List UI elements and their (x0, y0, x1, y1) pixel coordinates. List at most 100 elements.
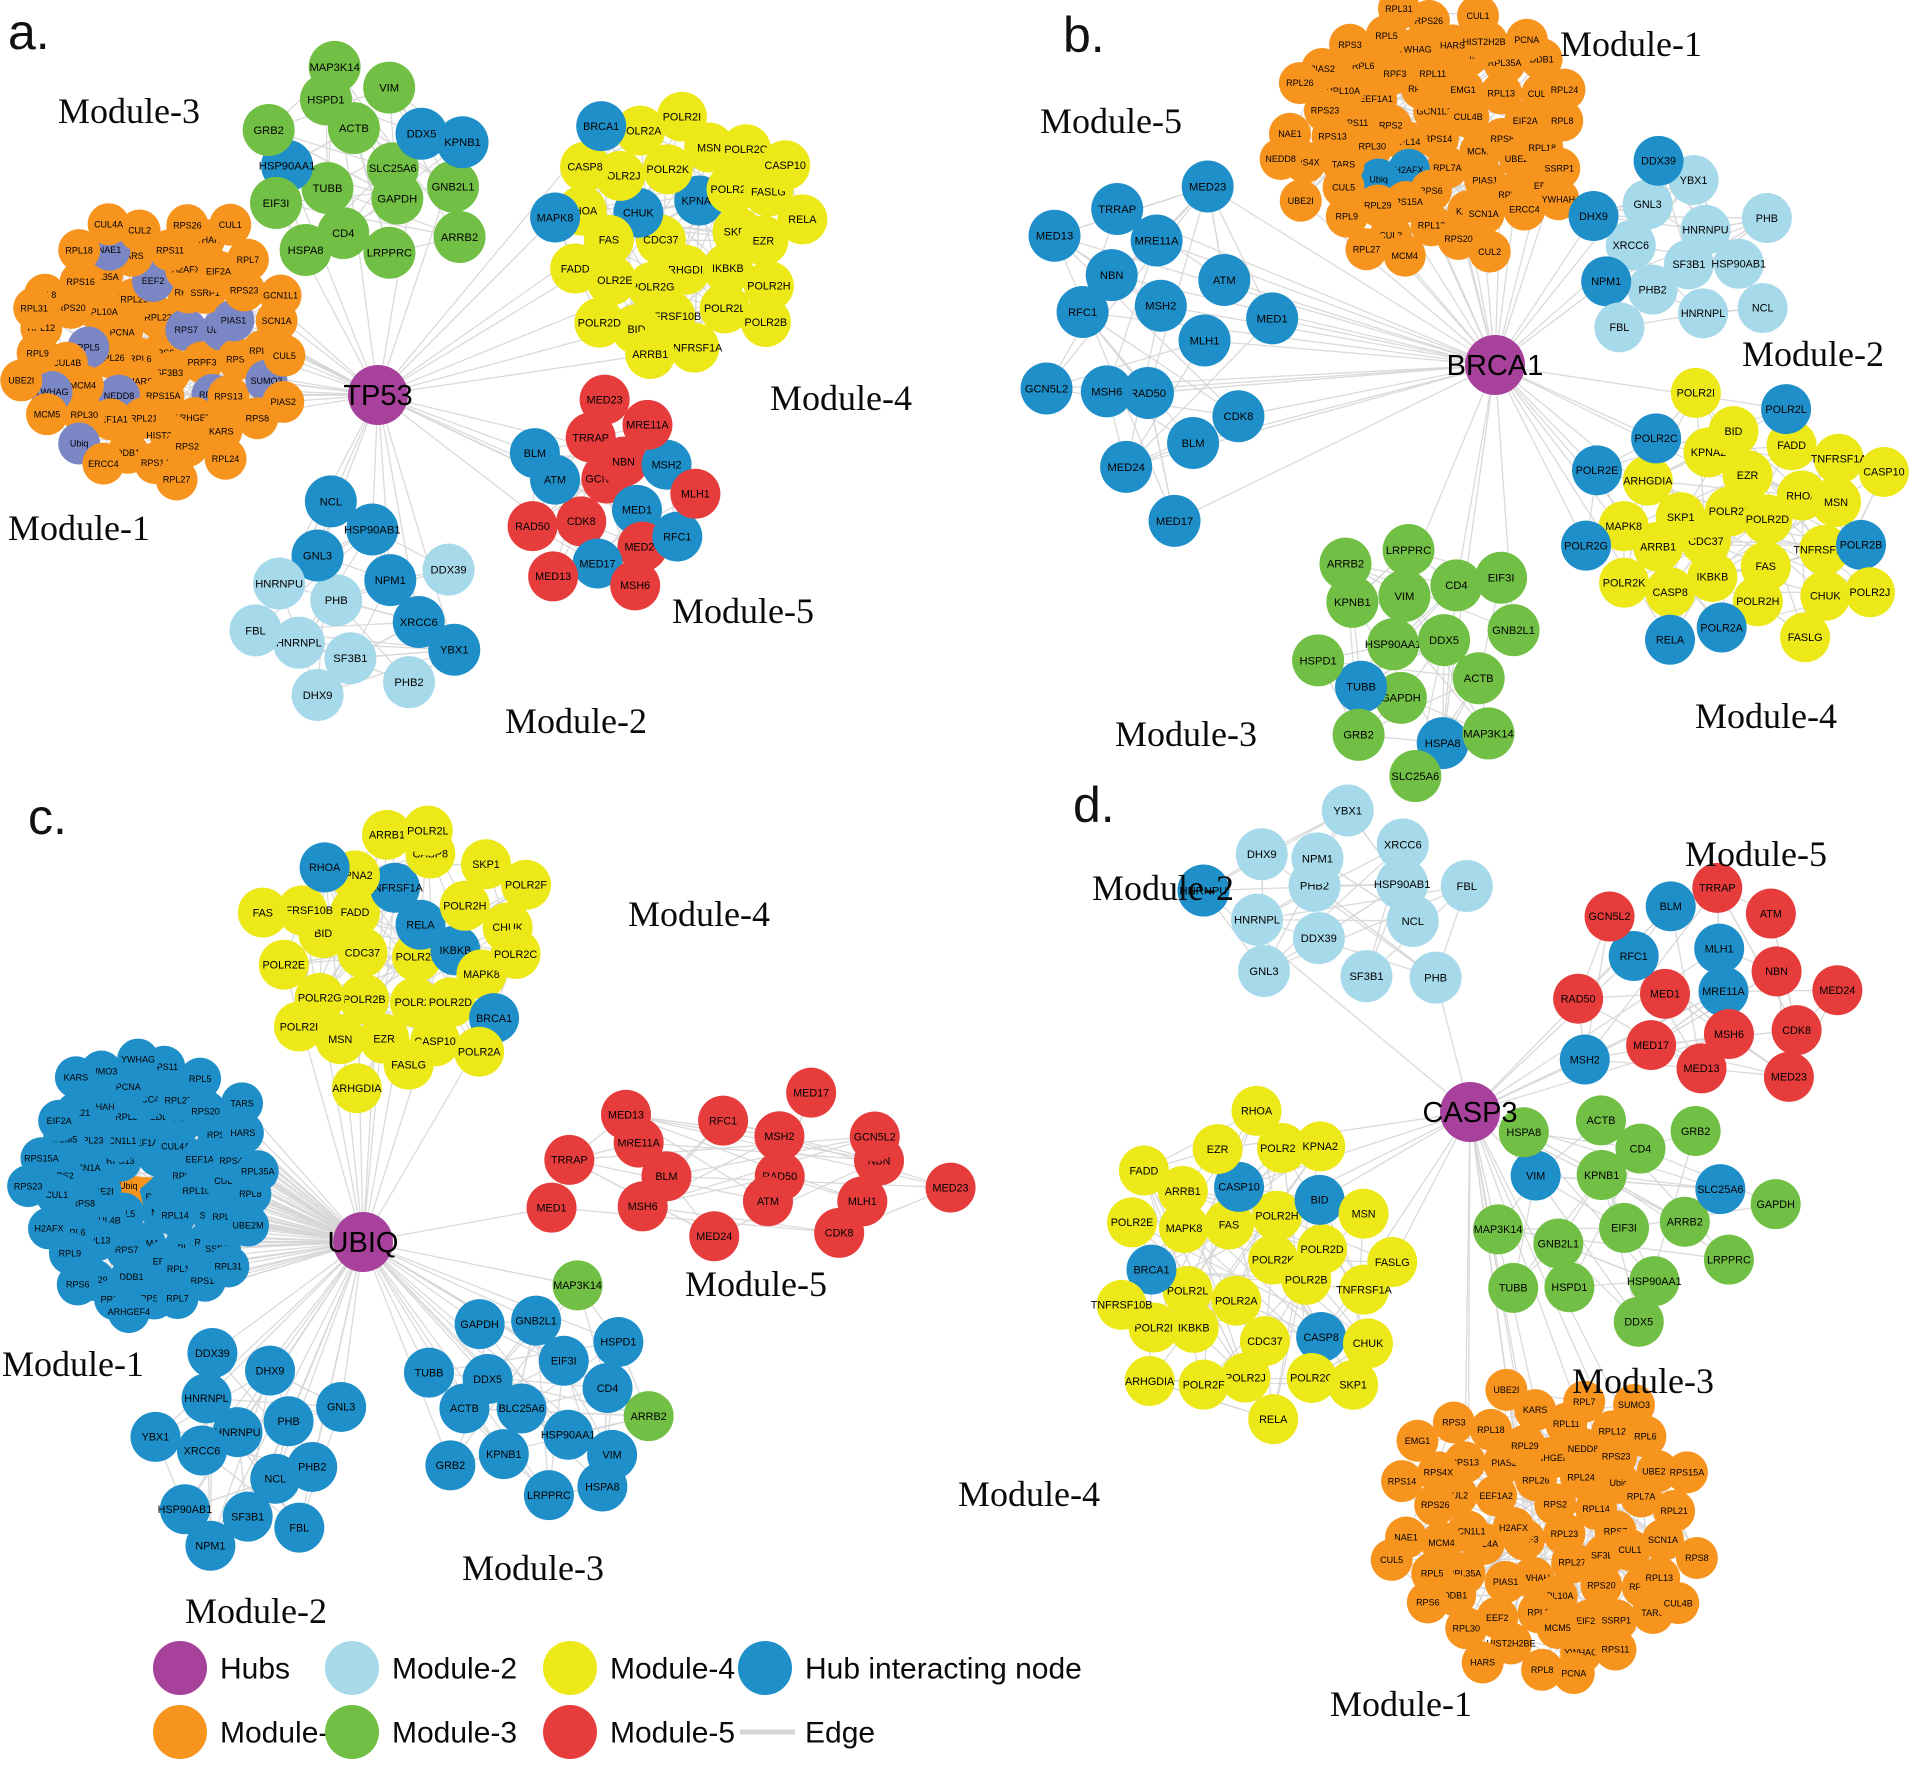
node-label: UBE2I (8, 376, 34, 386)
node-label: RPS3 (226, 354, 250, 364)
node-label: NCL (320, 496, 342, 508)
node-circle (1294, 1174, 1345, 1225)
node-msh6: MSH6 (617, 1181, 668, 1232)
node-rps6: RPS6 (56, 1263, 99, 1306)
node-label: RPS16 (66, 277, 95, 287)
node-polr2j: POLR2J (1220, 1352, 1271, 1403)
node-rpl7: RPL7 (156, 1277, 199, 1320)
hub-label: BRCA1 (1447, 350, 1544, 382)
node-label: XRCC6 (1384, 839, 1422, 851)
node-label: ARHGDIA (1125, 1376, 1175, 1388)
node-label: HSP90AB1 (158, 1504, 213, 1516)
node-ezr: EZR (738, 215, 789, 266)
node-gnb2l1: GNB2L1 (427, 160, 480, 213)
node-ywhag: YWHAG (117, 1038, 160, 1081)
node-circle (1553, 973, 1604, 1024)
node-polr2e: POLR2E (258, 939, 309, 990)
node-label: HNRNPL (184, 1393, 228, 1405)
node-label: RPS8 (1685, 1553, 1709, 1563)
node-label: SSRP1 (190, 288, 220, 298)
node-polr2e: POLR2E (1572, 445, 1623, 496)
node-circle (1572, 445, 1623, 496)
node-label: H2AFX (1499, 1523, 1528, 1533)
node-label: ATM (1213, 275, 1236, 287)
node-label: KPNA2 (1303, 1141, 1338, 1153)
node-circle (1332, 708, 1385, 761)
node-label: BRCA1 (476, 1013, 512, 1025)
node-circle (1751, 946, 1802, 997)
node-label: PHB2 (1638, 284, 1666, 296)
node-ddx39: DDX39 (1633, 135, 1684, 186)
node-circle (1080, 365, 1133, 418)
node-label: RPS4X (219, 1156, 249, 1166)
node-rps13: RPS13 (207, 375, 250, 418)
node-arrb2: ARRB2 (1319, 537, 1372, 590)
node-circle (425, 1440, 476, 1491)
node-label: RPL35A (241, 1166, 275, 1176)
node-label: RAD50 (1561, 993, 1596, 1005)
node-label: POLR2F (505, 880, 547, 892)
node-rpl7: RPL7 (226, 238, 269, 281)
node-label: Ubiq (70, 439, 89, 449)
node-cul1: CUL1 (1456, 0, 1499, 37)
node-label: TUBB (313, 183, 343, 195)
edge (713, 1159, 880, 1237)
node-circle (263, 1396, 314, 1447)
node-circle (526, 1182, 577, 1233)
node-label: TNFRSF1A (666, 342, 723, 354)
node-atm: ATM (1745, 888, 1796, 939)
node-med17: MED17 (1148, 494, 1201, 547)
node-gnl3: GNL3 (1622, 179, 1673, 230)
node-tnfrsf1a: TNFRSF1A (1811, 433, 1867, 484)
node-circle (550, 243, 601, 294)
node-label: ERCC4 (1509, 205, 1540, 215)
hub-edge (1455, 364, 1496, 586)
node-circle (1181, 160, 1234, 213)
module-label-d-module1: Module-1 (1330, 1684, 1472, 1724)
node-rpl30: RPL30 (1445, 1607, 1488, 1650)
node-polr2c: POLR2C (1286, 1352, 1337, 1403)
node-label: GRB2 (253, 125, 283, 137)
node-msh2: MSH2 (1559, 1034, 1610, 1085)
node-sf3b1: SF3B1 (222, 1491, 273, 1542)
node-eef1a2: EEF1A2 (1475, 1474, 1518, 1517)
node-circle (670, 468, 721, 519)
node-label: PHB (277, 1416, 299, 1428)
node-label: MSH2 (652, 459, 682, 471)
legend-item-module-4: Module-4 (543, 1641, 735, 1695)
node-label: YBX1 (1680, 175, 1708, 187)
node-tubb: TUBB (301, 162, 354, 215)
node-label: POLR2G (1260, 1143, 1304, 1155)
node-rps20: RPS20 (1580, 1564, 1623, 1607)
node-polr2g: POLR2G (1257, 1123, 1308, 1174)
node-label: RPL13 (83, 1235, 111, 1245)
node-label: RPS23 (14, 1181, 43, 1191)
node-label: RPS20 (57, 303, 86, 313)
node-label: LRPPRC (1386, 545, 1431, 557)
node-label: MSH6 (1714, 1029, 1744, 1041)
node-circle (1279, 179, 1322, 222)
edge (1535, 1174, 1721, 1190)
node-rad50: RAD50 (1553, 973, 1604, 1024)
node-label: MED1 (1650, 989, 1680, 1001)
node-label: POLR2K (1603, 577, 1646, 589)
node-circle (1629, 1256, 1680, 1307)
node-nbn: NBN (1085, 249, 1138, 302)
node-fbl: FBL (229, 604, 282, 657)
node-circle (1468, 230, 1511, 273)
node-circle (1157, 1165, 1208, 1216)
legend-swatch-icon (543, 1641, 597, 1695)
node-circle (530, 192, 581, 243)
node-polr2c: POLR2C (490, 928, 541, 979)
node-circle (117, 1038, 160, 1081)
node-label: FAS (599, 235, 619, 247)
node-rpl26: RPL26 (1278, 62, 1321, 105)
node-label: POLR2C (1290, 1373, 1333, 1385)
node-label: KPNB1 (486, 1449, 521, 1461)
node-circle (1374, 671, 1427, 724)
node-hsp90ab1: HSP90AB1 (158, 1484, 213, 1535)
legend-swatch-icon (543, 1705, 597, 1759)
node-circle (656, 91, 707, 142)
node-circle (439, 880, 490, 931)
node-ube2i: UBE2I (1485, 1368, 1528, 1411)
